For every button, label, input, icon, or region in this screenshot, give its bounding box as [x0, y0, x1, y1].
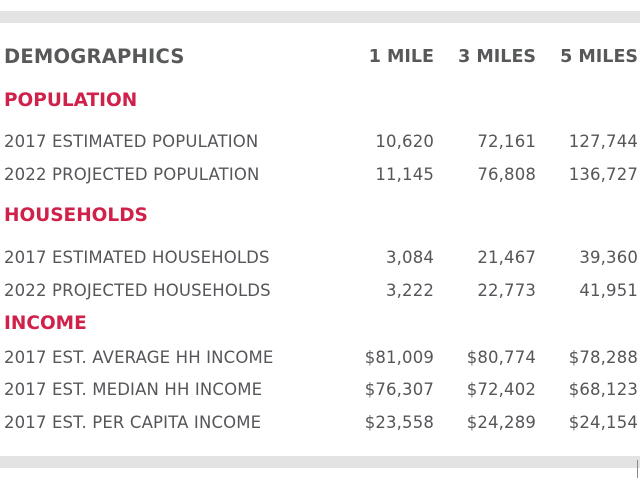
table-row: 2017 EST. MEDIAN HH INCOME $76,307 $72,4…	[4, 375, 640, 405]
column-header-5-miles: 5 MILES	[560, 47, 638, 67]
column-header-3-miles: 3 MILES	[458, 47, 536, 67]
value-1-mile: 10,620	[375, 132, 434, 151]
section-heading-income: INCOME	[4, 309, 640, 339]
row-label: 2017 EST. MEDIAN HH INCOME	[4, 380, 263, 399]
row-label: 2017 ESTIMATED HOUSEHOLDS	[4, 248, 270, 267]
value-3-miles: $80,774	[466, 348, 536, 367]
section-heading-population: POPULATION	[4, 86, 640, 116]
row-label: 2017 EST. AVERAGE HH INCOME	[4, 348, 274, 367]
value-3-miles: 21,467	[477, 248, 536, 267]
table-row: 2017 EST. PER CAPITA INCOME $23,558 $24,…	[4, 408, 640, 438]
section-title: INCOME	[4, 313, 87, 334]
section-title: HOUSEHOLDS	[4, 205, 148, 226]
value-5-miles: $78,288	[568, 348, 638, 367]
column-header-1-mile: 1 MILE	[368, 47, 434, 67]
table-title: DEMOGRAPHICS	[4, 45, 185, 68]
value-3-miles: $24,289	[466, 413, 536, 432]
value-1-mile: $81,009	[364, 348, 434, 367]
value-3-miles: 72,161	[477, 132, 536, 151]
table-row: 2022 PROJECTED HOUSEHOLDS 3,222 22,773 4…	[4, 276, 640, 306]
value-5-miles: $68,123	[568, 380, 638, 399]
row-label: 2022 PROJECTED POPULATION	[4, 165, 260, 184]
value-3-miles: 76,808	[477, 165, 536, 184]
value-5-miles: 41,951	[579, 281, 638, 300]
section-title: POPULATION	[4, 90, 138, 111]
table-row: 2017 ESTIMATED POPULATION 10,620 72,161 …	[4, 127, 640, 157]
value-1-mile: 11,145	[375, 165, 434, 184]
value-5-miles: 39,360	[579, 248, 638, 267]
value-5-miles: $24,154	[568, 413, 638, 432]
value-1-mile: $23,558	[364, 413, 434, 432]
value-3-miles: $72,402	[466, 380, 536, 399]
value-1-mile: $76,307	[364, 380, 434, 399]
value-1-mile: 3,222	[386, 281, 434, 300]
table-row: 2022 PROJECTED POPULATION 11,145 76,808 …	[4, 160, 640, 190]
top-band	[0, 11, 640, 23]
value-5-miles: 136,727	[568, 165, 638, 184]
bottom-band	[0, 456, 640, 468]
value-5-miles: 127,744	[568, 132, 638, 151]
row-label: 2017 EST. PER CAPITA INCOME	[4, 413, 262, 432]
table-row: 2017 EST. AVERAGE HH INCOME $81,009 $80,…	[4, 343, 640, 373]
section-heading-households: HOUSEHOLDS	[4, 201, 640, 231]
edge-divider	[637, 460, 638, 478]
row-label: 2017 ESTIMATED POPULATION	[4, 132, 259, 151]
table-row: 2017 ESTIMATED HOUSEHOLDS 3,084 21,467 3…	[4, 243, 640, 273]
row-label: 2022 PROJECTED HOUSEHOLDS	[4, 281, 271, 300]
value-3-miles: 22,773	[477, 281, 536, 300]
table-header: DEMOGRAPHICS 1 MILE 3 MILES 5 MILES	[4, 42, 640, 72]
value-1-mile: 3,084	[386, 248, 434, 267]
